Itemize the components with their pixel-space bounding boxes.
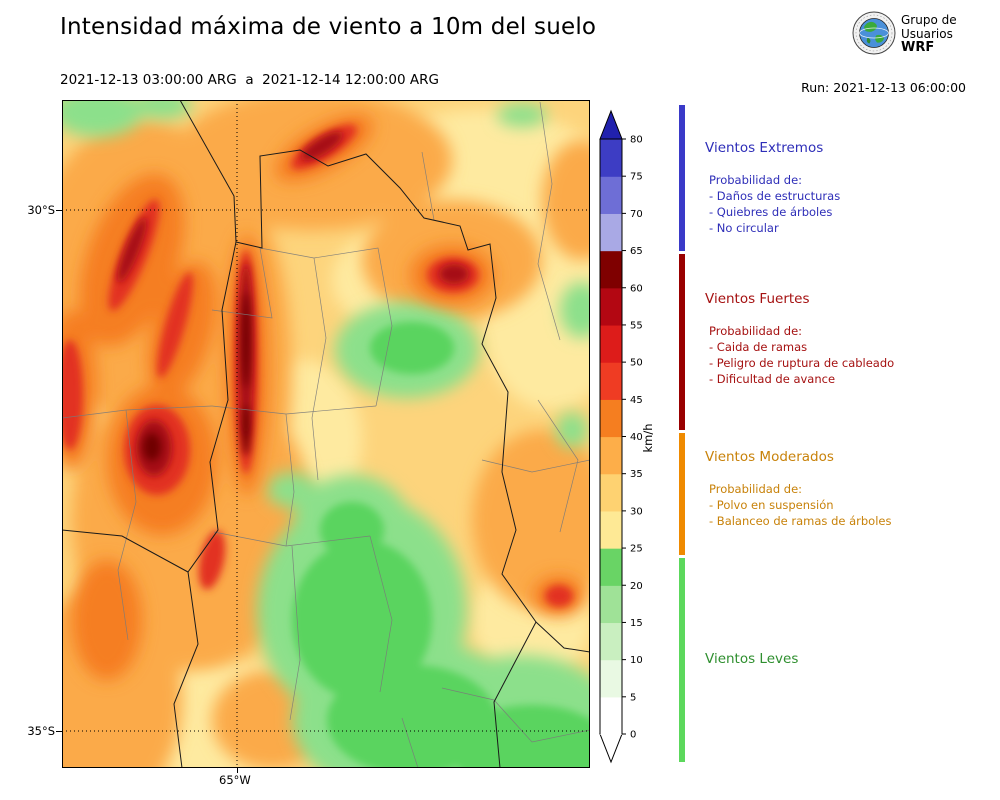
colorbar-tick-label: 5	[630, 692, 636, 703]
legend-title-leves: Vientos Leves	[705, 651, 799, 667]
colorbar-unit-label: km/h	[641, 423, 655, 452]
colorbar-segment	[600, 659, 622, 698]
legend-subtitle: Probabilidad de:	[709, 173, 803, 187]
colorbar-tick-label: 40	[630, 432, 643, 443]
colorbar-segment	[600, 250, 622, 289]
x-axis-label-65w: 65°W	[219, 773, 251, 787]
colorbar-segment	[600, 548, 622, 586]
logo-org-line1: Grupo de	[901, 13, 957, 27]
colorbar-segment	[600, 585, 622, 624]
y-axis-label-30s: 30°S	[27, 203, 55, 217]
logo-org-line3: WRF	[901, 40, 935, 55]
y-axis-tick-mark	[56, 210, 62, 211]
y-axis-tick-mark	[56, 731, 62, 732]
colorbar-segment	[600, 139, 622, 177]
colorbar-tick-label: 35	[630, 469, 643, 480]
legend-details-fuertes: Probabilidad de: - Caida de ramas - Peli…	[709, 323, 894, 387]
colorbar-tick-label: 45	[630, 395, 643, 406]
colorbar-tick-label: 25	[630, 544, 643, 555]
globe-wrf-logo-icon	[852, 11, 896, 55]
legend-title-extremos: Vientos Extremos	[705, 140, 824, 156]
legend-strip-moderados	[679, 433, 685, 555]
legend-line: - Dificultad de avance	[709, 372, 836, 386]
colorbar-tick-label: 30	[630, 506, 643, 517]
legend-subtitle: Probabilidad de:	[709, 482, 803, 496]
legend-line: - Balanceo de ramas de árboles	[709, 514, 892, 528]
forecast-date-range: 2021-12-13 03:00:00 ARG a 2021-12-14 12:…	[60, 72, 439, 88]
page-title: Intensidad máxima de viento a 10m del su…	[60, 14, 597, 40]
colorbar-segment	[600, 362, 622, 400]
logo-org-line2: Usuarios	[901, 27, 953, 41]
colorbar-tick-label: 80	[630, 135, 643, 146]
legend-line: - Caida de ramas	[709, 340, 808, 354]
colorbar-tick-label: 0	[630, 730, 636, 741]
contour-maroon-core	[143, 292, 250, 461]
legend-title-moderados: Vientos Moderados	[705, 449, 834, 465]
colorbar-segment	[600, 399, 622, 438]
legend-strip-fuertes	[679, 254, 685, 430]
colorbar-over-arrow	[599, 109, 623, 140]
colorbar-tick-label: 65	[630, 246, 643, 257]
department-boundaries	[62, 101, 590, 768]
colorbar-tick-label: 70	[630, 209, 643, 220]
legend-title-fuertes: Vientos Fuertes	[705, 291, 810, 307]
wind-intensity-map	[62, 100, 590, 768]
colorbar-segment	[600, 510, 622, 549]
province-boundaries	[62, 100, 590, 768]
colorbar-tick-label: 20	[630, 581, 643, 592]
map-border	[62, 100, 590, 768]
legend-line: - Peligro de ruptura de cableado	[709, 356, 895, 370]
model-run-timestamp: Run: 2021-12-13 06:00:00	[801, 80, 966, 95]
legend-line: - Polvo en suspensión	[709, 498, 834, 512]
colorbar-tick-label: 75	[630, 172, 643, 183]
contour-dark-red	[117, 131, 469, 476]
colorbar-tick-label: 50	[630, 358, 643, 369]
wind-contour-field	[62, 100, 590, 768]
colorbar-segment	[600, 436, 622, 475]
legend-details-extremos: Probabilidad de: - Daños de estructuras …	[709, 172, 840, 236]
colorbar-segment	[600, 213, 622, 252]
colorbar-tick-label: 10	[630, 655, 643, 666]
legend-line: - Quiebres de árboles	[709, 205, 833, 219]
logo-text: Grupo de Usuarios WRF	[901, 13, 957, 55]
legend-line: - No circular	[709, 221, 779, 235]
colorbar-segment	[600, 324, 622, 363]
colorbar-tick-label: 60	[630, 283, 643, 294]
x-axis-tick-mark	[237, 768, 238, 773]
legend-subtitle: Probabilidad de:	[709, 324, 803, 338]
colorbar-segment	[600, 176, 622, 214]
colorbar-tick-label: 55	[630, 320, 643, 331]
colorbar-segment	[600, 473, 622, 512]
colorbar-tick-label: 15	[630, 618, 643, 629]
colorbar-under-arrow	[599, 733, 623, 764]
colorbar-segment	[600, 622, 622, 661]
colorbar-segment	[600, 696, 622, 735]
y-axis-label-35s: 35°S	[27, 724, 55, 738]
legend-details-moderados: Probabilidad de: - Polvo en suspensión -…	[709, 481, 891, 529]
legend-line: - Daños de estructuras	[709, 189, 841, 203]
legend-strip-leves	[679, 558, 685, 762]
colorbar-segment	[600, 287, 622, 326]
colorbar: km/h 0 5 10 15 20 25 30 35 40 45 50 55 60 65 70 75 80	[599, 109, 655, 764]
legend-strip-extremos	[679, 105, 685, 251]
graticule-gridlines	[62, 100, 590, 768]
